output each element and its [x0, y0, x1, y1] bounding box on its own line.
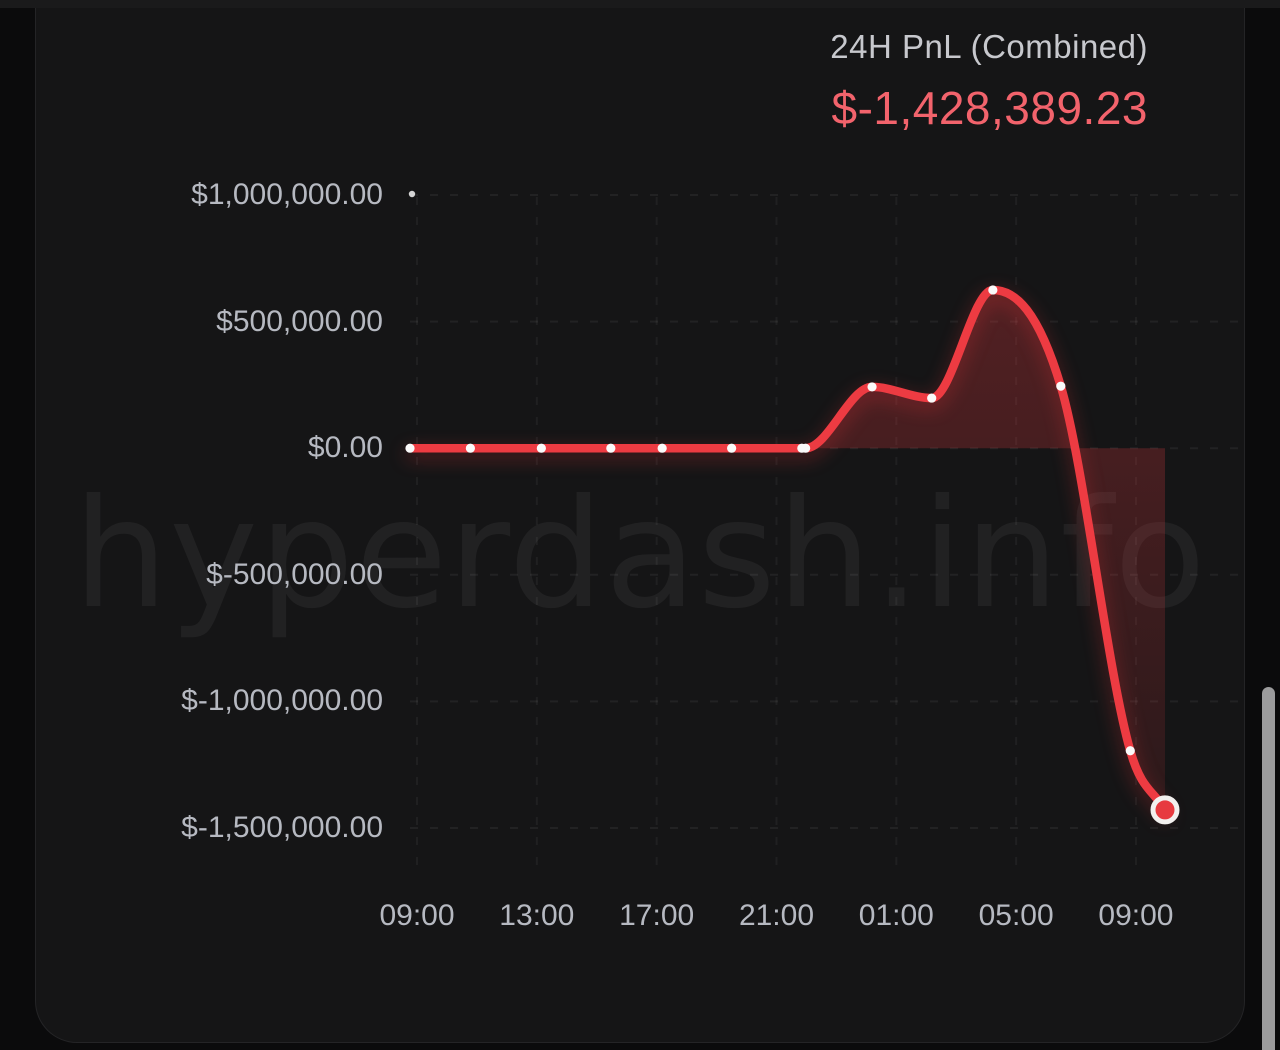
pnl-value: $-1,428,389.23 [831, 82, 1148, 134]
y-axis-tick-label: $500,000.00 [216, 304, 383, 338]
data-point-marker [867, 382, 877, 392]
x-axis-tick-label: 13:00 [499, 899, 575, 932]
data-point-marker [606, 443, 616, 453]
y-axis-tick-label: $-500,000.00 [206, 557, 383, 591]
y-axis-tick-label: $-1,000,000.00 [181, 684, 383, 718]
chart-header: 24H PnL (Combined) $-1,428,389.23 [830, 27, 1148, 134]
data-point-marker [727, 443, 737, 453]
data-point-marker [927, 393, 937, 403]
data-point-marker [1125, 746, 1135, 756]
x-axis-tick-label: 17:00 [619, 899, 695, 932]
data-point-marker [405, 443, 415, 453]
y-axis-tick-label: $1,000,000.00 [191, 178, 383, 211]
last-value-marker [1150, 795, 1180, 825]
x-axis-tick-label: 01:00 [858, 899, 934, 932]
axis-top-tick-dot [408, 190, 416, 198]
pnl-area-fill [410, 289, 1165, 810]
pnl-line [405, 285, 1170, 815]
y-axis-tick-label: $-1,500,000.00 [181, 811, 383, 844]
x-axis-tick-label: 21:00 [738, 899, 815, 932]
x-axis-tick-label: 05:00 [978, 899, 1054, 932]
data-point-marker [536, 443, 546, 453]
x-axis-tick-label: 09:00 [379, 899, 455, 932]
data-point-marker [988, 285, 998, 295]
data-point-marker [657, 443, 667, 453]
x-axis-tick-label: 09:00 [1098, 899, 1174, 932]
top-card-edge [0, 0, 1280, 8]
data-point-marker [465, 443, 475, 453]
data-point-marker [1056, 381, 1066, 391]
pnl-card [35, 8, 1245, 1043]
chart-title: 24H PnL (Combined) [830, 28, 1148, 65]
vertical-scrollbar-thumb[interactable] [1262, 687, 1275, 1050]
y-axis-tick-label: $0.00 [307, 431, 383, 465]
data-point-marker [801, 443, 811, 453]
